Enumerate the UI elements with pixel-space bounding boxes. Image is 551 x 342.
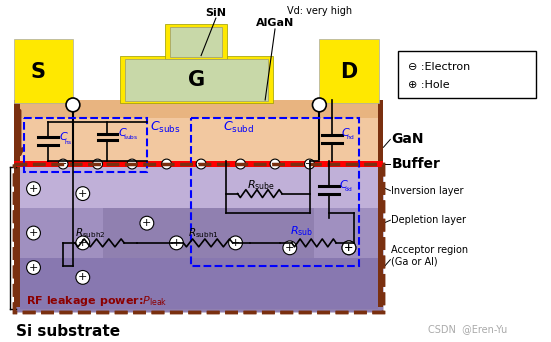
Bar	[20, 167, 377, 208]
Text: CSDN  @Eren-Yu: CSDN @Eren-Yu	[428, 324, 507, 334]
Text: $_\mathrm{dd}$: $_\mathrm{dd}$	[344, 185, 353, 194]
Text: −: −	[305, 159, 314, 169]
Circle shape	[170, 236, 183, 250]
Circle shape	[66, 98, 80, 112]
Bar	[14, 100, 20, 307]
Circle shape	[305, 159, 315, 169]
Text: −: −	[59, 159, 67, 169]
Bar	[20, 167, 377, 309]
Circle shape	[342, 241, 356, 255]
Bar	[20, 208, 377, 258]
Text: −: −	[128, 159, 136, 169]
Circle shape	[93, 159, 102, 169]
Text: $R_\mathrm{sube}$: $R_\mathrm{sube}$	[247, 178, 276, 192]
Text: $C_\mathrm{subs}$: $C_\mathrm{subs}$	[150, 120, 180, 135]
Bar	[170, 27, 222, 56]
Text: S: S	[31, 62, 46, 82]
Text: D: D	[341, 62, 358, 82]
Text: G: G	[187, 70, 205, 90]
Bar	[20, 258, 377, 309]
Text: +: +	[78, 272, 88, 282]
Text: $R_\mathrm{subh2}$: $R_\mathrm{subh2}$	[75, 226, 106, 240]
Bar	[20, 167, 377, 208]
Text: $C$: $C$	[341, 126, 351, 137]
Text: −: −	[271, 159, 279, 169]
Bar	[377, 100, 383, 307]
Text: Vd: very high: Vd: very high	[287, 6, 352, 16]
Circle shape	[283, 241, 296, 255]
Text: +: +	[285, 243, 294, 253]
Bar	[102, 208, 315, 258]
Text: $C$: $C$	[339, 178, 349, 190]
Text: −: −	[197, 159, 205, 169]
Text: Depletion layer: Depletion layer	[391, 215, 466, 225]
Text: −: −	[236, 159, 245, 169]
Text: +: +	[344, 243, 354, 253]
Text: Buffer: Buffer	[391, 157, 440, 171]
Circle shape	[26, 261, 40, 274]
Text: +: +	[142, 218, 152, 228]
Text: $C$: $C$	[59, 130, 69, 142]
Text: +: +	[29, 228, 38, 238]
Bar	[20, 208, 377, 258]
Bar	[24, 118, 147, 172]
Text: GaN: GaN	[391, 132, 424, 146]
Circle shape	[76, 236, 90, 250]
Text: Inversion layer: Inversion layer	[391, 186, 464, 196]
Circle shape	[76, 187, 90, 200]
Bar	[20, 258, 377, 309]
Text: $R_\mathrm{subh1}$: $R_\mathrm{subh1}$	[188, 226, 219, 240]
Bar	[398, 51, 536, 98]
Circle shape	[58, 159, 68, 169]
Circle shape	[342, 241, 356, 255]
Circle shape	[161, 159, 171, 169]
Text: $C_\mathrm{subd}$: $C_\mathrm{subd}$	[223, 120, 254, 135]
Text: −: −	[163, 159, 171, 169]
Bar	[165, 24, 226, 58]
Text: $R_\mathrm{sub}$: $R_\mathrm{sub}$	[290, 224, 313, 238]
Bar	[14, 164, 383, 312]
Circle shape	[76, 271, 90, 284]
Text: RF leakage power:$P_\mathrm{leak}$: RF leakage power:$P_\mathrm{leak}$	[26, 294, 167, 308]
Bar	[14, 164, 383, 312]
Bar	[320, 39, 379, 103]
Circle shape	[127, 159, 137, 169]
Text: $_\mathrm{subs}$: $_\mathrm{subs}$	[123, 133, 139, 142]
Bar	[14, 100, 383, 118]
Circle shape	[236, 159, 245, 169]
Bar	[14, 39, 73, 103]
Text: ⊕ :Hole: ⊕ :Hole	[408, 80, 450, 90]
Text: $C$: $C$	[118, 126, 128, 137]
Circle shape	[140, 216, 154, 230]
Circle shape	[26, 182, 40, 196]
Text: SiN: SiN	[206, 8, 226, 18]
Text: +: +	[231, 238, 240, 248]
Text: Si substrate: Si substrate	[16, 324, 120, 339]
Bar	[125, 58, 268, 101]
Text: +: +	[29, 184, 38, 194]
Text: +: +	[172, 238, 181, 248]
Text: Acceptor region
(Ga or Al): Acceptor region (Ga or Al)	[391, 245, 468, 266]
Circle shape	[26, 226, 40, 240]
Text: $_\mathrm{hs}$: $_\mathrm{hs}$	[64, 138, 73, 147]
Bar	[14, 100, 383, 164]
Text: +: +	[29, 263, 38, 273]
Text: +: +	[78, 238, 88, 248]
Text: +: +	[344, 243, 354, 253]
Bar	[191, 118, 359, 265]
Text: $_\mathrm{hd}$: $_\mathrm{hd}$	[346, 133, 355, 142]
Text: ⊖ :Electron: ⊖ :Electron	[408, 63, 471, 73]
Bar	[120, 56, 273, 103]
Circle shape	[196, 159, 206, 169]
Text: AlGaN: AlGaN	[256, 18, 294, 28]
Text: +: +	[78, 188, 88, 199]
Bar	[14, 161, 383, 167]
Circle shape	[270, 159, 280, 169]
Circle shape	[312, 98, 326, 112]
Text: −: −	[94, 159, 101, 169]
Circle shape	[229, 236, 242, 250]
